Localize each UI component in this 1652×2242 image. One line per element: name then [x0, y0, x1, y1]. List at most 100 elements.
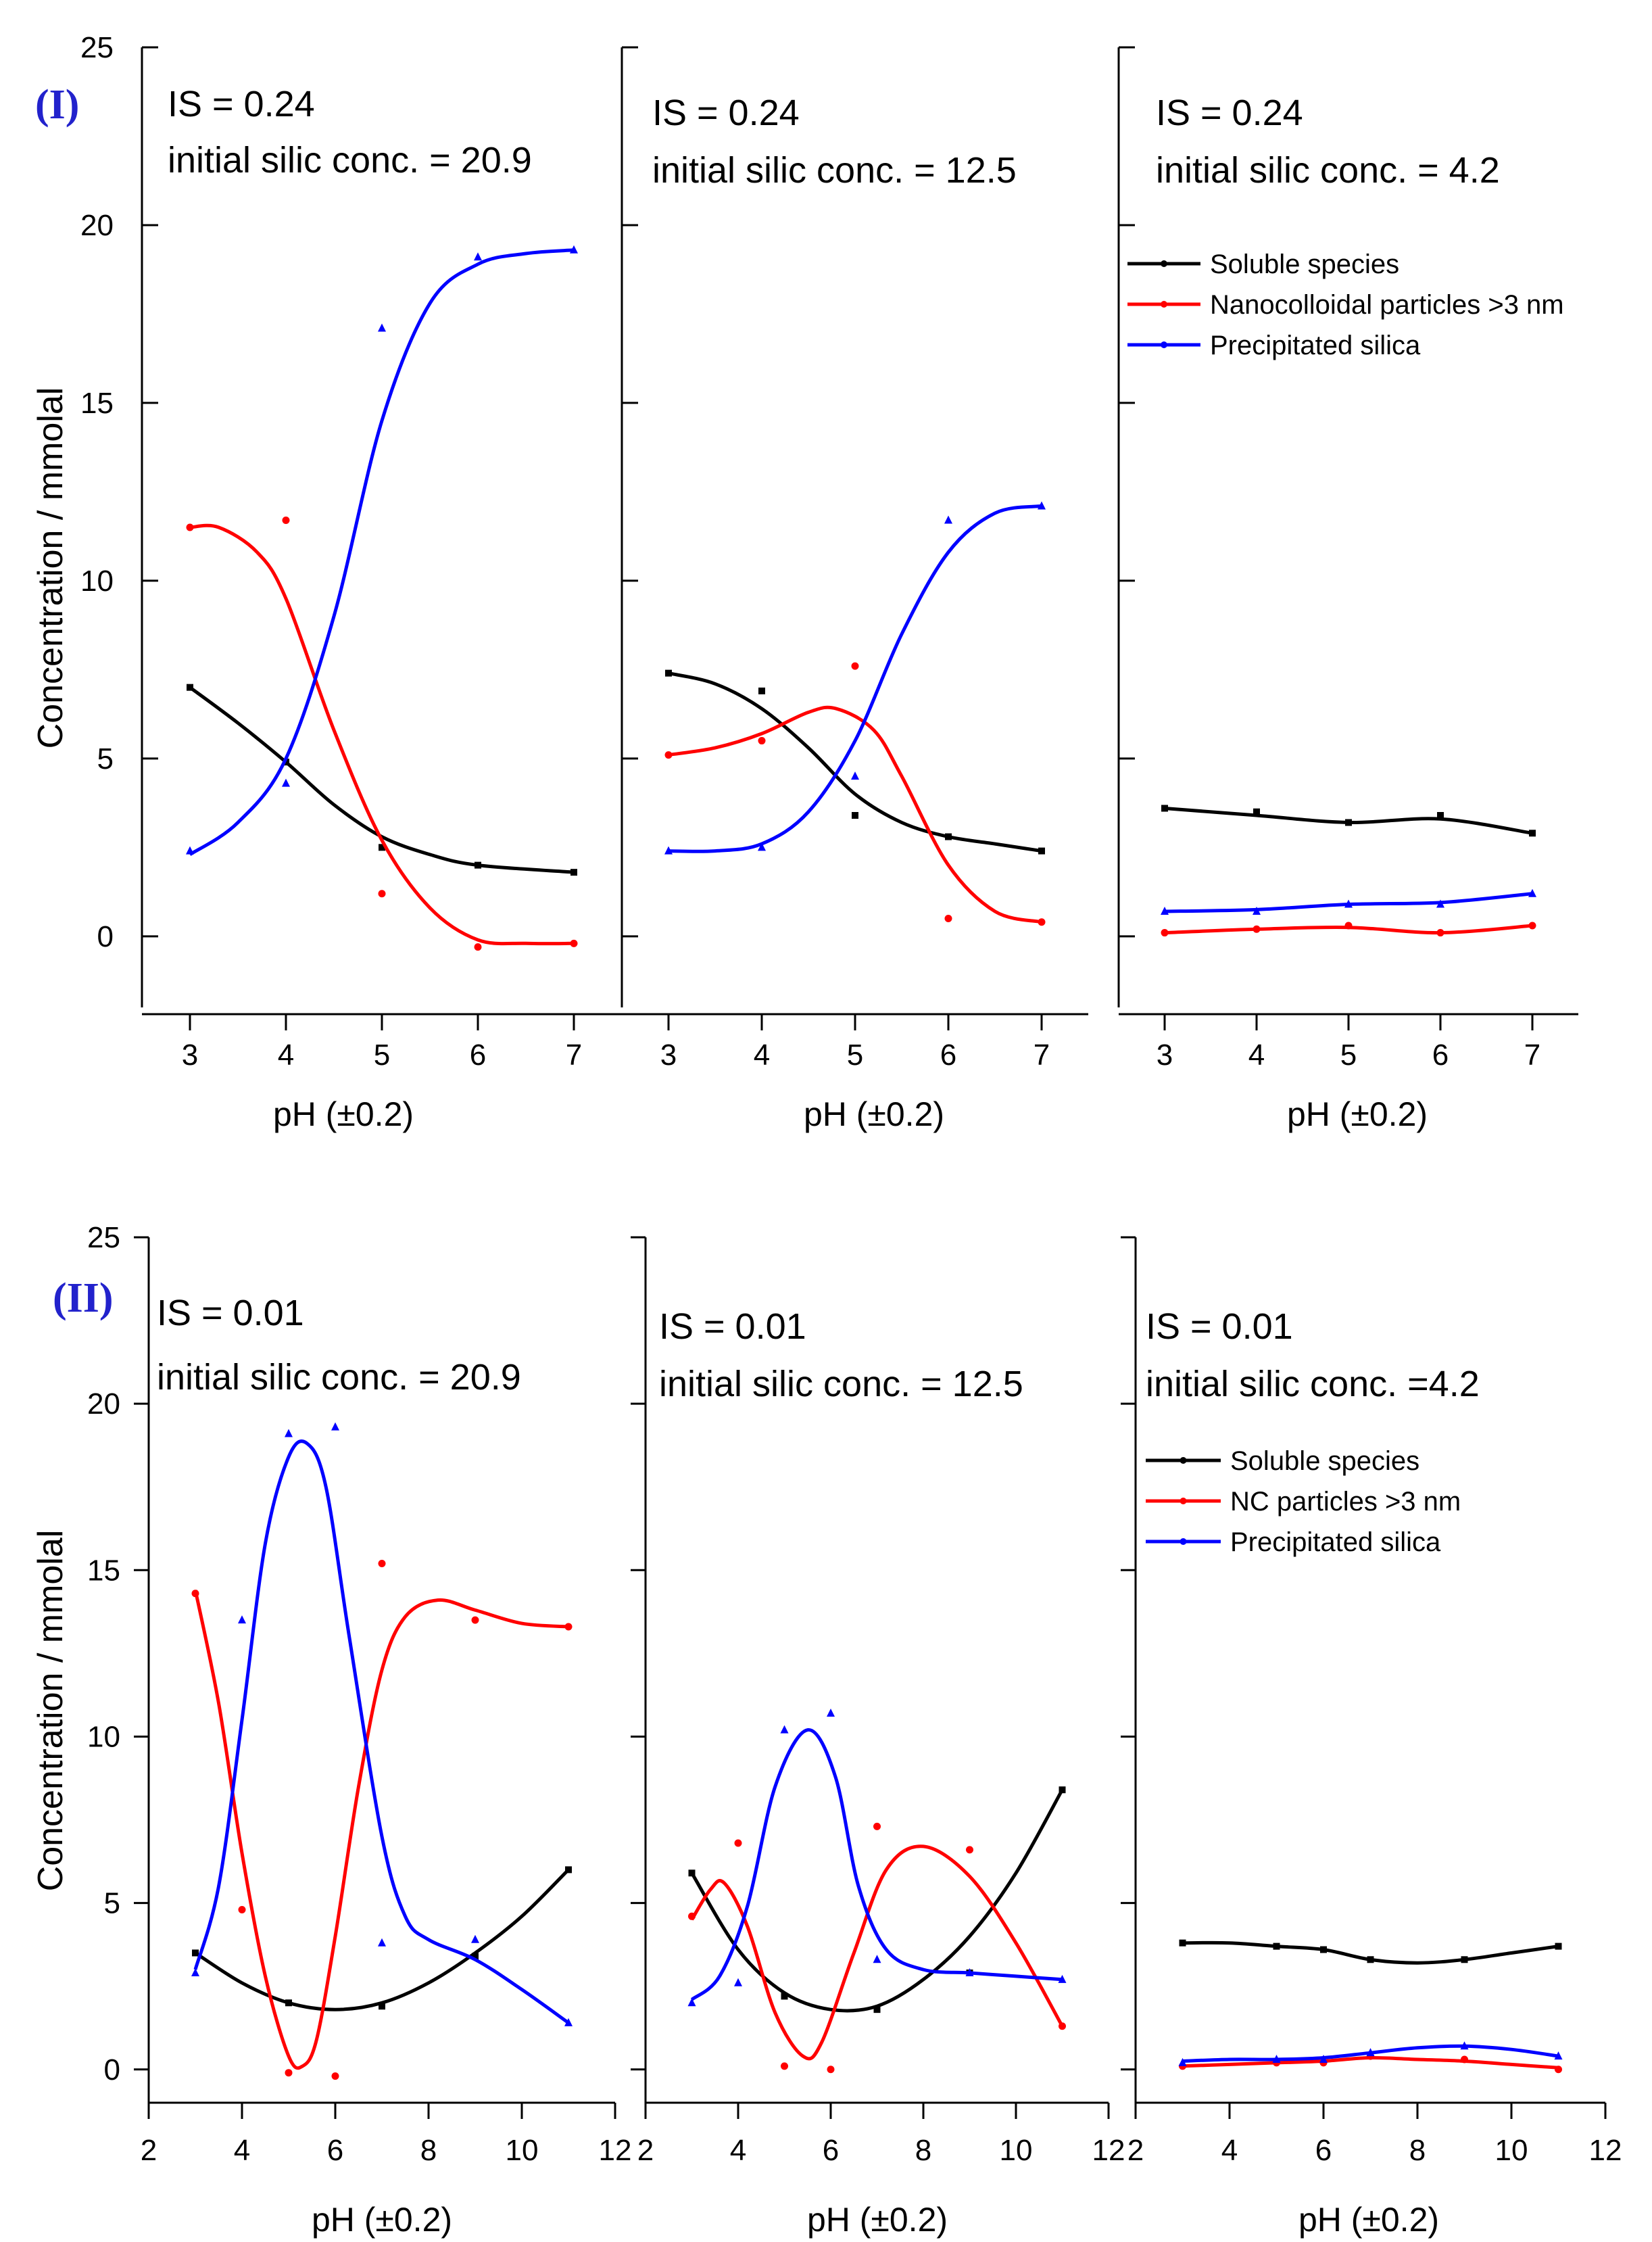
data-point: [1345, 819, 1352, 826]
x-tick-label: 7: [1524, 1039, 1540, 1072]
series-nc-particles-3-nm: [191, 1559, 573, 2080]
data-point: [331, 1422, 339, 1431]
panel-2: 3 4 5 6 7 pH (±0.2) IS = 0.24 initial silic con…: [621, 46, 1088, 1133]
data-point: [570, 245, 578, 254]
data-point: [285, 1999, 292, 2007]
data-point: [1344, 899, 1353, 908]
x-axis-label: pH (±0.2): [807, 2201, 948, 2239]
data-point: [664, 846, 673, 855]
x-tick-label: 4: [1248, 1039, 1265, 1072]
x-tick-label: 2: [637, 2134, 654, 2167]
data-point: [781, 2062, 788, 2070]
data-point: [827, 1709, 835, 1717]
series-soluble-species: [192, 1866, 572, 2011]
data-point: [475, 861, 481, 869]
x-tick-label: 10: [506, 2134, 539, 2167]
data-point: [1528, 888, 1536, 897]
panel-title-line2: initial silic conc. = 20.9: [157, 1357, 521, 1398]
x-tick-label: 4: [1221, 2134, 1238, 2167]
data-point: [851, 771, 859, 780]
data-point: [471, 1616, 479, 1624]
data-point: [827, 2066, 835, 2074]
data-point: [665, 669, 672, 677]
x-tick-label: 6: [823, 2134, 839, 2167]
x-tick-label: 5: [1340, 1039, 1357, 1072]
series-precipitated-silica: [186, 245, 578, 857]
legend-label: NC particles >3 nm: [1230, 1487, 1461, 1517]
series-line: [668, 705, 1042, 924]
y-axis-label: Concentration / mmolal: [31, 1530, 70, 1892]
data-point: [570, 869, 577, 876]
series-soluble-species: [688, 1786, 1066, 2013]
x-tick-label: 3: [182, 1039, 198, 1072]
data-point: [687, 1998, 696, 2007]
data-point: [1038, 918, 1046, 926]
y-axis-label: Concentration / mmolal: [31, 387, 70, 749]
data-point: [852, 812, 858, 819]
x-tick-label: 4: [278, 1039, 294, 1072]
series-nanocolloidal-particles-3-nm: [186, 516, 578, 951]
data-point: [472, 1953, 479, 1960]
data-point: [1058, 1974, 1067, 1983]
series-line: [193, 1590, 569, 2070]
data-point: [565, 1866, 572, 1874]
legend-marker: [1161, 301, 1167, 308]
series-soluble-species: [187, 684, 577, 876]
y-tick-label: 10: [80, 565, 114, 598]
y-tick-label: 15: [87, 1554, 120, 1587]
data-point: [1161, 907, 1169, 915]
data-point: [1436, 929, 1444, 937]
x-tick-label: 4: [754, 1039, 770, 1072]
legend-label: Precipitated silica: [1210, 331, 1421, 360]
panel-5: 2 4 6 8 10 12 pH (±0.2) IS = 0.01 initial silic …: [631, 1236, 1125, 2239]
data-point: [1366, 2048, 1375, 2057]
y-tick-label: 20: [87, 1387, 120, 1421]
x-tick-label: 8: [1409, 2134, 1426, 2167]
data-point: [1179, 1939, 1186, 1947]
series-precipitated-silica: [664, 501, 1046, 855]
data-point: [873, 1822, 881, 1830]
data-point: [1436, 899, 1444, 908]
x-tick-label: 5: [374, 1039, 390, 1072]
data-point: [1528, 922, 1536, 930]
data-point: [564, 2018, 573, 2026]
data-point: [238, 1615, 246, 1624]
legend-marker: [1161, 260, 1167, 267]
group-label-ii: (II): [53, 1275, 114, 1321]
group-label-i: (I): [35, 82, 79, 128]
data-point: [285, 2069, 293, 2077]
data-point: [1038, 501, 1046, 510]
series-precipitated-silica: [191, 1422, 573, 2026]
series-precipitated-silica: [687, 1709, 1067, 2007]
data-point: [186, 523, 194, 531]
panel-title-line2: initial silic conc. = 12.5: [652, 150, 1017, 191]
x-tick-label: 7: [566, 1039, 582, 1072]
x-tick-label: 4: [234, 2134, 250, 2167]
panel-title-line2: initial silic conc. =4.2: [1146, 1364, 1480, 1404]
data-point: [851, 662, 859, 670]
data-point: [1253, 808, 1260, 815]
series-line: [690, 1844, 1064, 2061]
y-tick-label: 20: [80, 209, 114, 242]
data-point: [282, 778, 290, 787]
series-nanocolloidal-particles-3-nm: [1161, 922, 1536, 937]
y-tick-label: 5: [97, 742, 114, 776]
panel-3: 3 4 5 6 7 pH (±0.2) IS = 0.24 initial silic con…: [1117, 46, 1578, 1133]
data-point: [191, 1968, 199, 1976]
series-soluble-species: [1161, 805, 1536, 837]
x-tick-label: 6: [940, 1039, 956, 1072]
y-tick-label: 5: [104, 1887, 120, 1920]
data-point: [379, 2003, 385, 2010]
y-tick-label: 0: [97, 920, 114, 953]
data-point: [379, 844, 385, 851]
data-point: [664, 751, 673, 759]
data-point: [1273, 1942, 1280, 1950]
panel-4: 0 5 10 15 20 25 2 4 6 8 10 12 pH (±0.2) Concentration…: [31, 1221, 631, 2239]
legend: Soluble species Nanocolloidal particles >…: [1127, 249, 1564, 360]
x-tick-label: 6: [1315, 2134, 1332, 2167]
data-point: [1253, 925, 1261, 933]
y-tick-label: 15: [80, 387, 114, 420]
x-tick-label: 8: [915, 2134, 931, 2167]
legend: Soluble species NC particles >3 nm Precipi…: [1146, 1446, 1461, 1557]
data-point: [945, 833, 952, 840]
